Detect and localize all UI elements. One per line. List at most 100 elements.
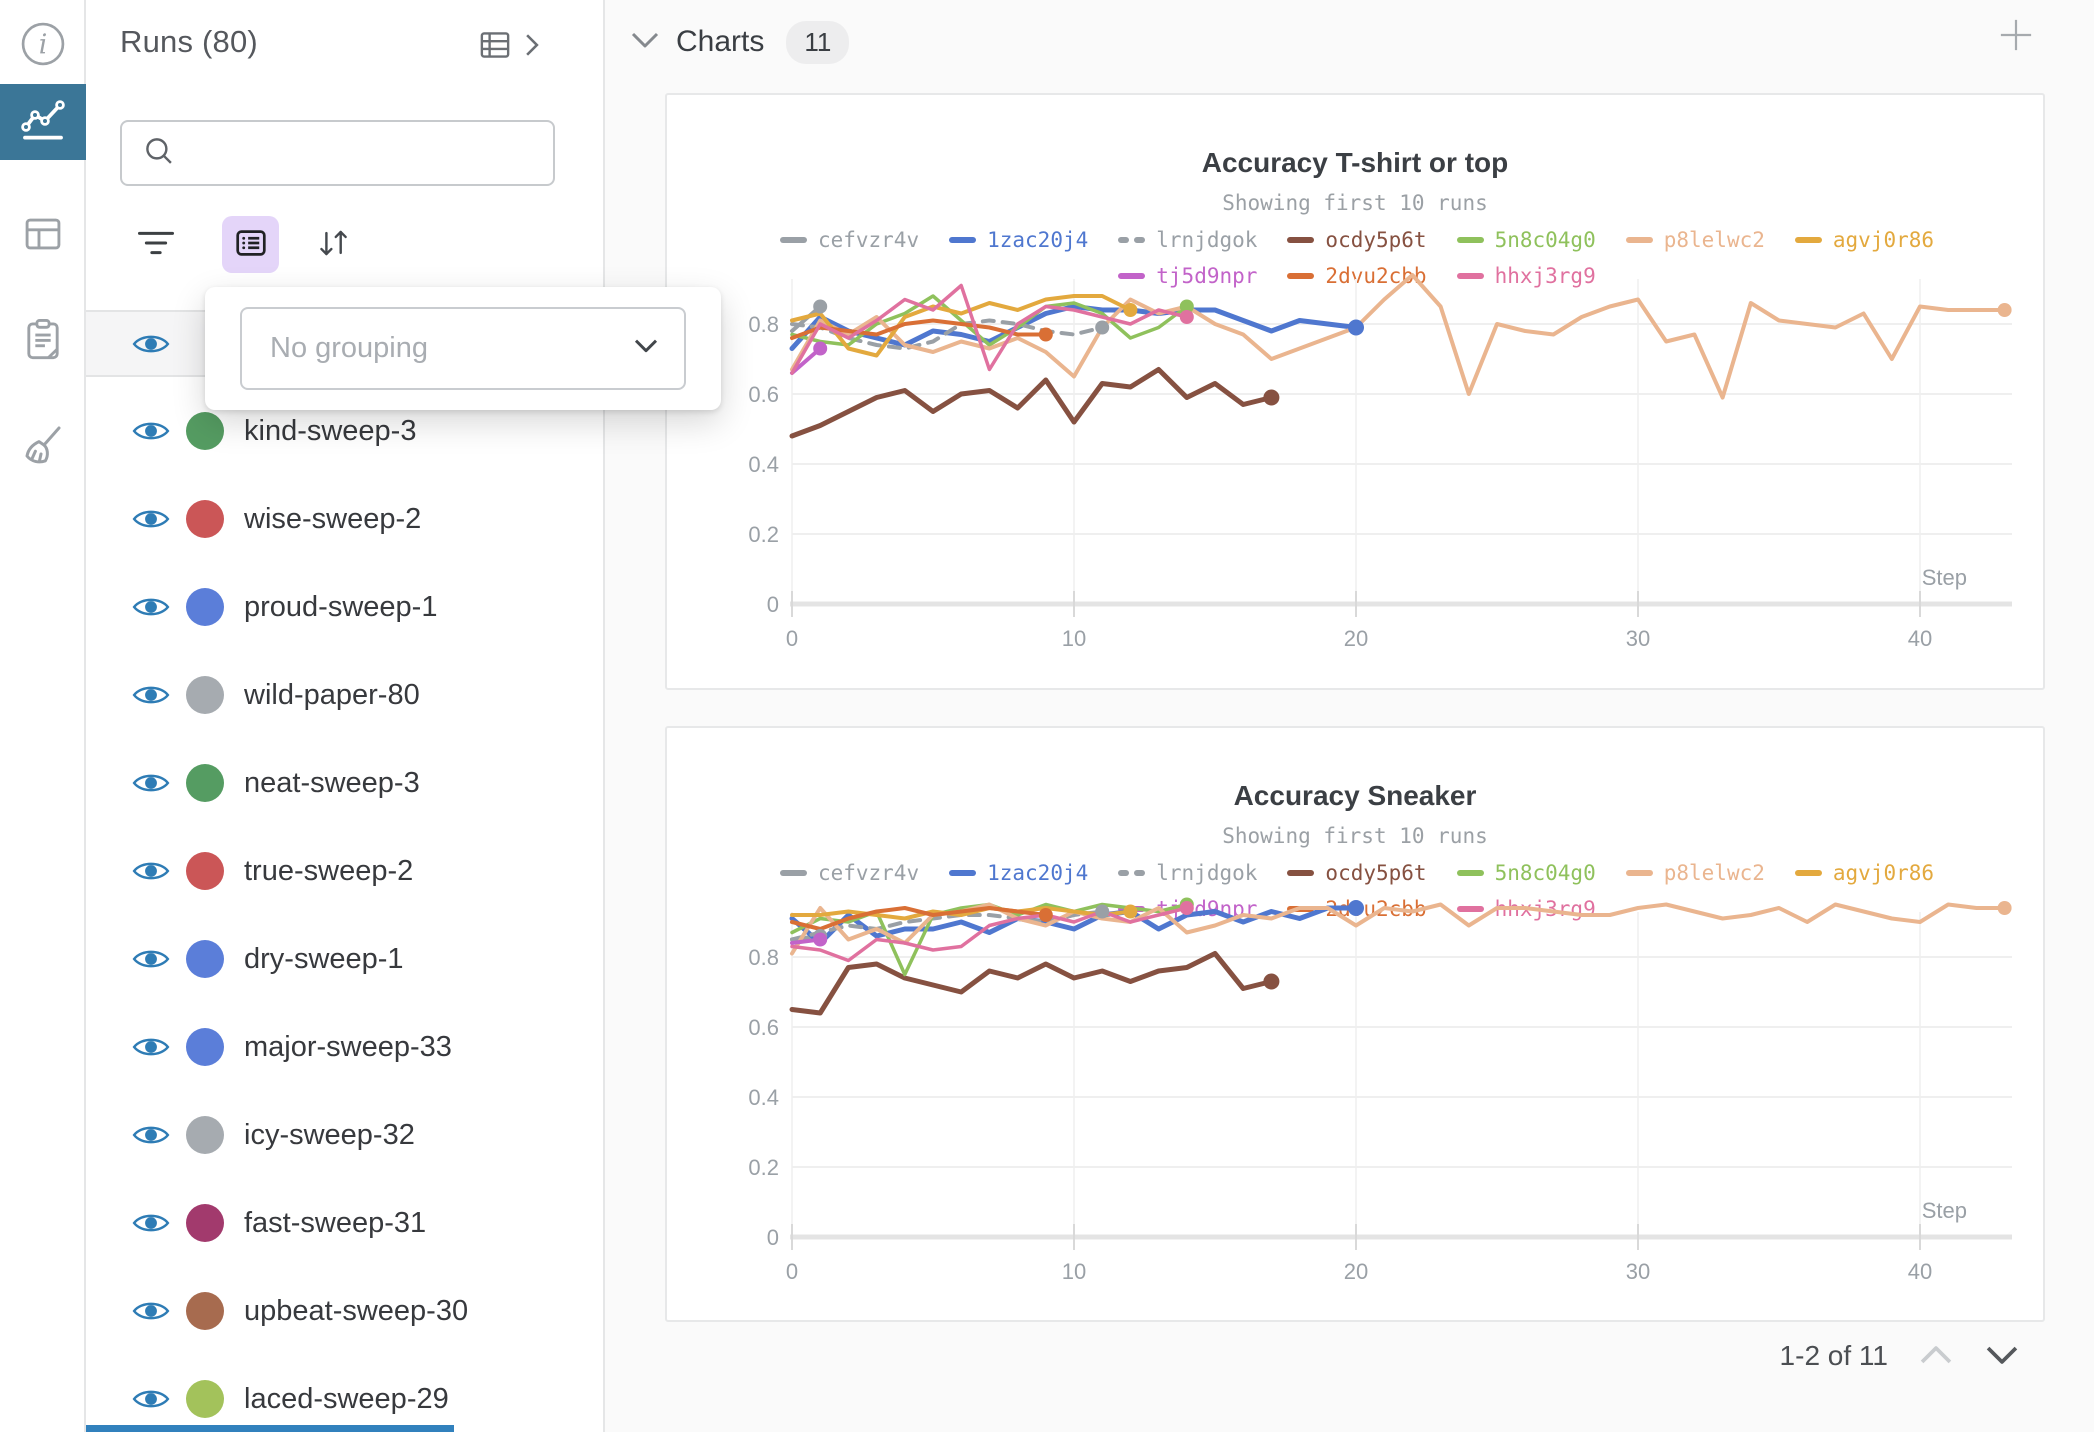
run-visibility-eye-icon[interactable] — [132, 1210, 170, 1236]
panels-icon — [20, 211, 66, 262]
legend-entry[interactable]: tj5d9npr — [1118, 261, 1257, 291]
legend-label: tj5d9npr — [1156, 264, 1258, 288]
next-page-button[interactable] — [1984, 1342, 2020, 1370]
run-list: kind-sweep-3 wise-sweep-2 proud-sweep-1 — [86, 387, 603, 1443]
legend-label: 1zac20j4 — [987, 861, 1089, 885]
legend-label: lrnjdgok — [1156, 861, 1258, 885]
run-visibility-eye-icon[interactable] — [132, 1034, 170, 1060]
run-name[interactable]: neat-sweep-3 — [244, 766, 420, 799]
legend-entry[interactable]: agvj0r86 — [1794, 858, 1934, 888]
run-visibility-eye-icon[interactable] — [132, 858, 170, 884]
legend-entry[interactable]: lrnjdgok — [1118, 225, 1257, 255]
run-name[interactable]: kind-sweep-3 — [244, 414, 417, 447]
table-tab[interactable] — [0, 206, 86, 266]
run-row[interactable]: kind-sweep-3 — [86, 387, 603, 475]
run-visibility-eye-icon[interactable] — [132, 1386, 170, 1412]
sort-button[interactable] — [311, 223, 355, 266]
plus-icon — [1994, 13, 2038, 60]
svg-text:10: 10 — [1062, 626, 1086, 651]
chart-plot[interactable]: 0 0.2 0.4 0.6 0.8 0 10 20 30 40 Step — [667, 888, 2047, 1308]
run-name[interactable]: dry-sweep-1 — [244, 942, 404, 975]
legend-swatch — [779, 870, 807, 876]
legend-entry[interactable]: cefvzr4v — [779, 225, 919, 255]
legend-entry[interactable]: ocdy5p6t — [1287, 225, 1427, 255]
svg-text:40: 40 — [1908, 1259, 1932, 1284]
run-name[interactable]: upbeat-sweep-30 — [244, 1294, 469, 1327]
legend-entry[interactable]: cefvzr4v — [779, 858, 919, 888]
search-icon — [122, 134, 176, 173]
sweep-tab[interactable] — [0, 418, 86, 478]
run-color-dot — [186, 676, 224, 714]
legend-entry[interactable]: p8lelwc2 — [1625, 225, 1765, 255]
legend-swatch — [1118, 870, 1146, 876]
run-name[interactable]: icy-sweep-32 — [244, 1118, 415, 1151]
legend-entry[interactable]: ocdy5p6t — [1287, 858, 1427, 888]
filter-button[interactable] — [134, 226, 178, 263]
legend-entry[interactable]: 1zac20j4 — [949, 225, 1088, 255]
run-row[interactable]: upbeat-sweep-30 — [86, 1267, 603, 1355]
svg-text:30: 30 — [1626, 626, 1650, 651]
run-name[interactable]: wild-paper-80 — [244, 678, 420, 711]
runs-toolbar — [134, 215, 355, 273]
run-row[interactable]: major-sweep-33 — [86, 1003, 603, 1091]
chart-panel[interactable]: Accuracy T-shirt or top Showing first 10 … — [665, 93, 2045, 690]
run-name[interactable]: true-sweep-2 — [244, 854, 414, 887]
legend-entry[interactable]: 5n8c04g0 — [1456, 858, 1596, 888]
run-row[interactable]: true-sweep-2 — [86, 827, 603, 915]
open-runs-table-button[interactable] — [476, 26, 514, 64]
runs-panel: Runs (80) — [86, 0, 605, 1432]
chart-title: Accuracy Sneaker — [1233, 780, 1477, 811]
legend-entry[interactable]: p8lelwc2 — [1625, 858, 1765, 888]
legend-label: agvj0r86 — [1832, 228, 1935, 252]
run-row[interactable]: wild-paper-80 — [86, 651, 603, 739]
chart-plot[interactable]: 0 0.2 0.4 0.6 0.8 0 10 20 30 40 Step — [667, 255, 2047, 675]
workspace-tab[interactable] — [0, 84, 86, 160]
run-color-dot — [186, 1028, 224, 1066]
toggle-all-visibility-button[interactable] — [132, 331, 170, 357]
legend-entry[interactable]: agvj0r86 — [1794, 225, 1935, 255]
grouping-select[interactable]: No grouping — [240, 307, 686, 390]
run-row[interactable]: proud-sweep-1 — [86, 563, 603, 651]
run-visibility-eye-icon[interactable] — [132, 418, 170, 444]
run-visibility-eye-icon[interactable] — [132, 770, 170, 796]
run-visibility-eye-icon[interactable] — [132, 1122, 170, 1148]
run-name[interactable]: wise-sweep-2 — [244, 502, 422, 535]
run-row[interactable]: fast-sweep-31 — [86, 1179, 603, 1267]
previous-page-button[interactable] — [1918, 1342, 1954, 1370]
run-visibility-eye-icon[interactable] — [132, 594, 170, 620]
add-panel-button[interactable] — [1994, 14, 2038, 58]
svg-text:0: 0 — [786, 1259, 798, 1284]
run-row[interactable]: wise-sweep-2 — [86, 475, 603, 563]
run-row[interactable]: icy-sweep-32 — [86, 1091, 603, 1179]
info-button[interactable]: i — [0, 8, 86, 84]
run-name[interactable]: fast-sweep-31 — [244, 1206, 427, 1239]
run-color-dot — [186, 588, 224, 626]
run-name[interactable]: proud-sweep-1 — [244, 590, 438, 623]
expand-runs-button[interactable] — [523, 32, 543, 58]
run-row[interactable]: dry-sweep-1 — [86, 915, 603, 1003]
run-name[interactable]: major-sweep-33 — [244, 1030, 452, 1063]
run-row[interactable]: laced-sweep-29 — [86, 1355, 603, 1443]
svg-text:20: 20 — [1344, 626, 1368, 651]
runs-search-input[interactable] — [176, 122, 558, 184]
legend-entry[interactable]: 5n8c04g0 — [1456, 225, 1596, 255]
runs-search-box — [120, 120, 558, 186]
run-visibility-eye-icon[interactable] — [132, 506, 170, 532]
run-visibility-eye-icon[interactable] — [132, 682, 170, 708]
run-color-dot — [186, 500, 224, 538]
charts-section-header[interactable]: Charts 11 — [630, 18, 850, 66]
run-visibility-eye-icon[interactable] — [132, 1298, 170, 1324]
run-row[interactable]: neat-sweep-3 — [86, 739, 603, 827]
run-name[interactable]: laced-sweep-29 — [244, 1382, 449, 1415]
legend-swatch — [1287, 870, 1315, 876]
chart-panel[interactable]: Accuracy Sneaker Showing first 10 runs cef… — [665, 726, 2045, 1322]
legend-entry[interactable]: hhxj3rg9 — [1456, 261, 1596, 291]
run-visibility-eye-icon[interactable] — [132, 946, 170, 972]
legend-entry[interactable]: lrnjdgok — [1118, 858, 1257, 888]
group-runs-button[interactable] — [222, 215, 279, 273]
horizontal-scrollbar[interactable] — [86, 1425, 454, 1432]
legend-swatch — [1118, 273, 1146, 279]
legend-entry[interactable]: 1zac20j4 — [949, 858, 1088, 888]
logs-tab[interactable] — [0, 312, 86, 372]
